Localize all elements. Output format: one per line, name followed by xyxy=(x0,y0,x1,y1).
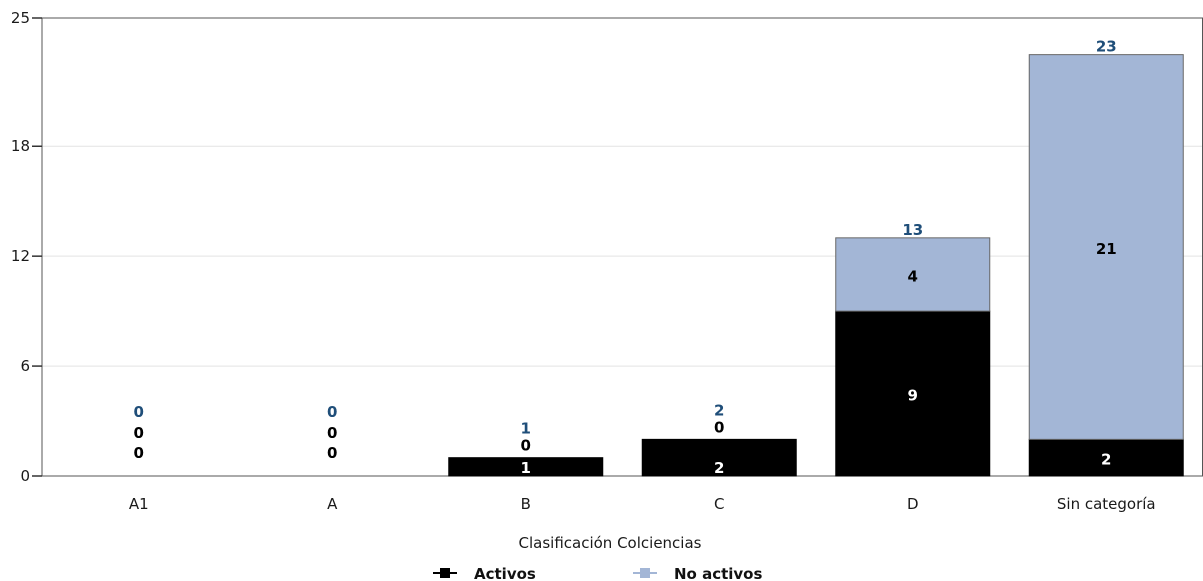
legend: Activos No activos xyxy=(433,565,762,581)
data-label: 9 xyxy=(908,387,918,405)
legend-marker-activos xyxy=(440,568,450,578)
data-label: 0 xyxy=(521,437,531,455)
data-label: 21 xyxy=(1096,240,1117,258)
legend-label-no-activos: No activos xyxy=(674,565,762,581)
data-label: 0 xyxy=(714,418,724,436)
y-tick-label: 6 xyxy=(20,357,30,375)
bar-segment xyxy=(835,237,991,312)
x-tick-label: Sin categoría xyxy=(1057,495,1156,513)
bars xyxy=(448,54,1184,477)
data-label: 0 xyxy=(327,444,337,462)
bar-segment xyxy=(641,438,797,477)
data-label: 4 xyxy=(908,267,918,285)
legend-marker-no-activos xyxy=(640,568,650,578)
y-tick-label: 18 xyxy=(11,137,30,155)
total-label: 2 xyxy=(714,401,724,419)
total-label: 1 xyxy=(521,420,531,438)
bar-segment xyxy=(835,310,991,477)
bar-segment xyxy=(1028,438,1184,477)
data-label: 2 xyxy=(1101,451,1111,469)
total-label: 0 xyxy=(134,403,144,421)
x-tick-label: B xyxy=(521,495,531,513)
x-tick-label: A xyxy=(327,495,338,513)
data-label: 2 xyxy=(714,459,724,477)
total-label: 13 xyxy=(902,221,923,239)
data-label: 0 xyxy=(327,424,337,442)
data-label: 0 xyxy=(134,424,144,442)
bar-segment xyxy=(1028,54,1184,440)
legend-item-no-activos[interactable]: No activos xyxy=(633,565,762,581)
x-tick-label: A1 xyxy=(129,495,149,513)
y-tick-label: 0 xyxy=(20,467,30,485)
total-label: 0 xyxy=(327,403,337,421)
total-label: 23 xyxy=(1096,38,1117,56)
x-tick-label: C xyxy=(714,495,724,513)
data-label: 0 xyxy=(134,444,144,462)
data-label: 1 xyxy=(521,459,531,477)
legend-item-activos[interactable]: Activos xyxy=(433,565,536,581)
y-tick-label: 12 xyxy=(11,247,30,265)
legend-label-activos: Activos xyxy=(474,565,536,581)
x-tick-label: D xyxy=(907,495,919,513)
y-tick-label: 25 xyxy=(11,9,30,27)
bar-segment xyxy=(448,457,604,477)
x-axis-title: Clasificación Colciencias xyxy=(519,534,702,552)
